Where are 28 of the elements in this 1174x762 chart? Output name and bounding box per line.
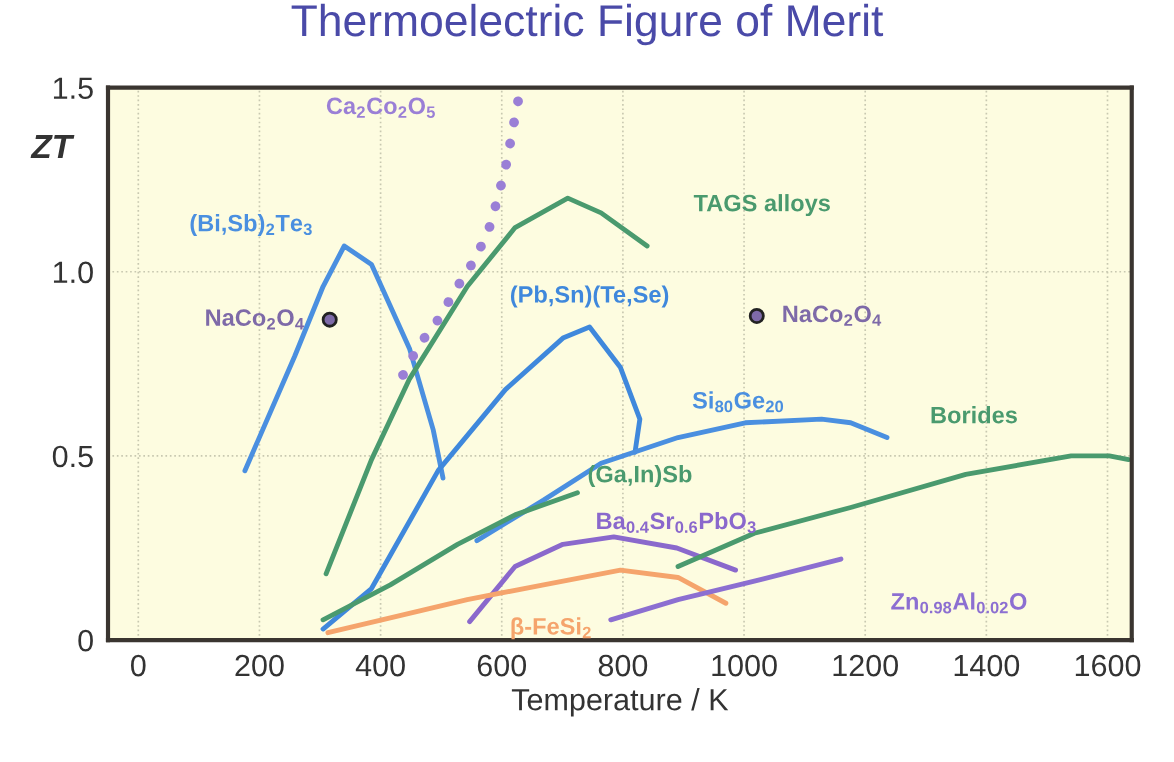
text: Zn$_{0.98}$Al$_{0.02}$O (891, 592, 1027, 614)
text: Ca$_{2}$Co$_{2}$O$_{5}$ (326, 97, 435, 118)
x-tick-label: 200 (235, 654, 284, 677)
y-tick-label: 1.5 (53, 77, 93, 99)
series-label: Ba$_{0.4}$Sr$_{0.6}$PbO$_{3}$ (597, 511, 756, 533)
x-axis-title: Temperature / K (511, 688, 729, 717)
x-tick-label: 1600 (1075, 654, 1141, 677)
x-tick-label: 400 (355, 654, 405, 677)
y-tick-label: 0 (78, 629, 93, 652)
series-label: β-FeSi$_{2}$ (511, 617, 591, 640)
text: NaCo$_{2}$O$_{4}$ (783, 305, 882, 326)
series-label: (Bi,Sb)$_{2}$Te$_{3}$ (190, 214, 312, 237)
series-label: NaCo$_{2}$O$_{4}$ (206, 309, 304, 330)
x-tick-label: 1400 (954, 654, 1020, 677)
series-label: Borides (931, 406, 1017, 424)
x-tick-label: 0 (130, 654, 146, 677)
series-label: (Pb,Sn)(Te,Se) (510, 285, 669, 308)
y-axis-title: ZT (30, 135, 75, 159)
x-tick-label: 800 (598, 654, 648, 677)
series-label: Si$_{80}$Ge$_{20}$ (692, 391, 784, 413)
y-tick-label: 1.0 (53, 261, 93, 284)
y-tick-label: 0.5 (52, 445, 93, 468)
x-tick-label: 600 (477, 654, 527, 677)
x-tick-label: 1000 (712, 654, 777, 677)
series-label: (Ga,In)Sb (588, 465, 692, 488)
text: TAGS alloys (693, 194, 830, 217)
x-tick-label: 1200 (833, 654, 898, 677)
chart-title: Thermoelectric Figure of Merit (291, 3, 884, 46)
